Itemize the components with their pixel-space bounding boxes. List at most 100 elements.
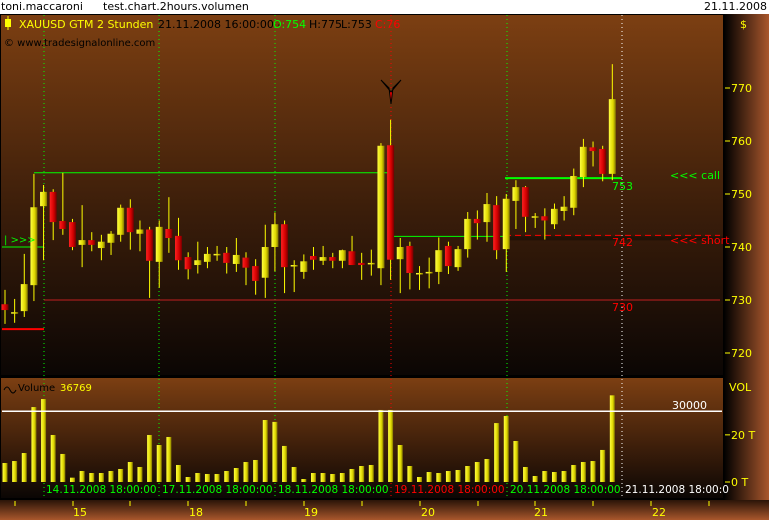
volume-bar bbox=[147, 434, 153, 482]
legend-open: O:754 bbox=[273, 18, 306, 31]
candle-up bbox=[30, 207, 38, 286]
volume-bar bbox=[609, 395, 615, 482]
candle-up bbox=[377, 145, 385, 269]
candle-up bbox=[425, 271, 433, 274]
candle-up bbox=[117, 207, 125, 235]
volume-bar bbox=[291, 466, 297, 482]
candle-up bbox=[579, 146, 587, 178]
volume-bar bbox=[214, 473, 220, 482]
candle-down bbox=[1, 304, 9, 311]
price-tick-label: 770 bbox=[731, 82, 752, 95]
volume-bar bbox=[600, 449, 606, 482]
candle-down bbox=[387, 145, 395, 260]
level-753-label: 753 bbox=[612, 180, 633, 193]
volume-bar bbox=[474, 461, 480, 482]
candle-down bbox=[493, 205, 501, 251]
price-tick-label: 760 bbox=[731, 135, 752, 148]
candle-up bbox=[338, 250, 346, 261]
price-unit: $ bbox=[740, 18, 747, 31]
volume-bar bbox=[31, 407, 37, 482]
volume-bar bbox=[69, 477, 75, 482]
candle-up bbox=[261, 247, 269, 278]
short-label: <<< short bbox=[670, 234, 730, 247]
session-label: 21.11.2008 18:00:0 bbox=[625, 484, 729, 496]
candle-down bbox=[146, 229, 154, 261]
volume-bar bbox=[60, 453, 66, 482]
volume-bar bbox=[561, 470, 567, 482]
time-tick-label: 15 bbox=[73, 506, 87, 519]
volume-bar bbox=[50, 434, 56, 482]
candle-down bbox=[541, 216, 549, 221]
call-label: <<< call bbox=[670, 169, 720, 182]
candle-up bbox=[608, 99, 616, 174]
candle-down bbox=[68, 222, 76, 247]
volume-bar bbox=[253, 459, 259, 482]
candle-down bbox=[281, 224, 289, 268]
price-tick-label: 730 bbox=[731, 294, 752, 307]
candle-down bbox=[599, 148, 607, 174]
copyright: © www.tradesignalonline.com bbox=[4, 38, 155, 49]
session-label: 14.11.2008 18:00:00 bbox=[46, 484, 157, 496]
candle-down bbox=[49, 191, 57, 223]
time-tick-label: 22 bbox=[652, 506, 666, 519]
candle-up bbox=[213, 253, 221, 256]
volume-bar bbox=[436, 472, 442, 482]
volume-bar bbox=[523, 466, 529, 482]
candle-up bbox=[531, 216, 539, 218]
candle-down bbox=[406, 245, 414, 273]
volume-bar bbox=[349, 468, 355, 482]
volume-bar bbox=[445, 470, 451, 482]
volume-bar bbox=[426, 472, 432, 482]
volume-bar bbox=[359, 465, 365, 482]
candle-up bbox=[570, 175, 578, 208]
price-tick-label: 750 bbox=[731, 188, 752, 201]
entry-marker: | >>> bbox=[4, 235, 36, 246]
candle-down bbox=[59, 221, 67, 229]
volume-bar bbox=[330, 473, 336, 482]
volume-bar bbox=[2, 462, 8, 482]
candle-down bbox=[309, 256, 317, 260]
candle-up bbox=[232, 254, 240, 264]
volume-legend-value: 36769 bbox=[60, 383, 92, 394]
candle-down bbox=[473, 218, 481, 224]
volume-bar bbox=[378, 409, 384, 482]
price-tick-label: 740 bbox=[731, 241, 752, 254]
candle-up bbox=[97, 241, 105, 249]
volume-legend-icon bbox=[3, 386, 17, 394]
volume-bar bbox=[12, 461, 18, 482]
candle-up bbox=[550, 208, 558, 225]
volume-bar bbox=[542, 470, 548, 482]
legend-close: C:76 bbox=[375, 18, 400, 31]
time-tick-label: 19 bbox=[304, 506, 318, 519]
candle-up bbox=[155, 226, 163, 262]
volume-bar bbox=[417, 477, 423, 482]
volume-bar bbox=[571, 464, 577, 482]
candle-up bbox=[136, 229, 144, 234]
volume-bar bbox=[590, 461, 596, 482]
candle-up bbox=[416, 272, 424, 275]
candle-down bbox=[165, 228, 173, 238]
volume-bar bbox=[243, 461, 249, 482]
candle-down bbox=[348, 251, 356, 266]
candle-up bbox=[502, 198, 510, 250]
candle-up bbox=[435, 250, 443, 272]
volume-bar bbox=[185, 477, 191, 482]
volume-level-label: 30000 bbox=[672, 399, 707, 412]
volume-bar bbox=[41, 399, 47, 482]
volume-bar bbox=[494, 423, 500, 482]
volume-bar bbox=[79, 470, 85, 482]
time-tick-label: 20 bbox=[421, 506, 435, 519]
user-name: toni.maccaroni bbox=[1, 0, 83, 13]
volume-bar bbox=[513, 440, 519, 482]
volume-bar bbox=[21, 453, 27, 482]
candle-up bbox=[483, 204, 491, 223]
candle-down bbox=[223, 252, 231, 263]
volume-bar bbox=[455, 470, 461, 482]
volume-bar bbox=[118, 468, 124, 482]
chart-name: test.chart.2hours.volumen bbox=[103, 0, 249, 13]
legend-timestamp: 21.11.2008 16:00:00 - bbox=[158, 18, 281, 31]
candle-down bbox=[522, 187, 530, 217]
volume-bar bbox=[397, 444, 403, 482]
volume-bar bbox=[484, 458, 490, 482]
